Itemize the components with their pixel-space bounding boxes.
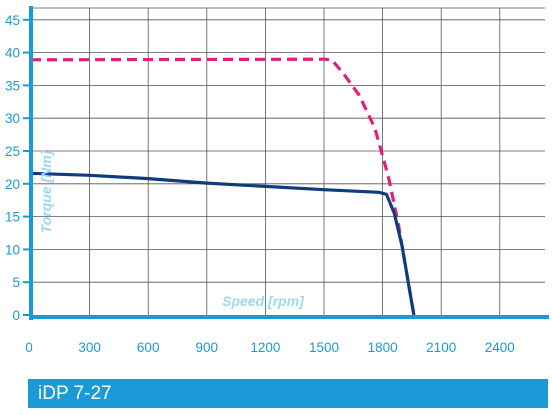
series-line-solid [30,171,416,316]
chart-tick-labels: 0 5 10 15 20 25 30 35 40 45 0 300 600 900 1200 1500 1800… [5,13,515,355]
x-tick-label: 0 [25,340,33,355]
x-tick-label: 2400 [485,340,515,355]
y-tick-label: 15 [5,210,20,225]
x-tick-label: 900 [196,340,219,355]
x-tick-label: 1800 [368,340,398,355]
y-tick-label: 10 [5,242,20,257]
x-tick-label: 300 [78,340,101,355]
x-axis-title: Speed [rpm] [222,293,305,309]
series-line-dashed [30,57,416,316]
x-tick-label: 2100 [426,340,456,355]
y-tick-label: 35 [5,78,20,93]
torque-speed-chart: 0 5 10 15 20 25 30 35 40 45 0 300 600 900 1200 1500 1800… [5,6,549,355]
model-label-bar: iDP 7-27 [28,379,548,408]
model-label: iDP 7-27 [38,383,112,404]
y-tick-label: 25 [5,144,20,159]
y-tick-label: 20 [5,177,20,192]
x-tick-label: 1200 [250,340,280,355]
x-tick-label: 600 [137,340,160,355]
y-axis-title: Torque [Nm] [38,149,54,233]
y-tick-label: 0 [12,308,20,323]
y-tick-label: 30 [5,111,20,126]
y-tick-label: 40 [5,46,20,61]
y-tick-label: 5 [12,275,20,290]
chart-axes [23,6,549,320]
chart-series-group [30,57,416,316]
x-tick-label: 1500 [309,340,339,355]
chart-grid [31,7,545,315]
y-tick-label: 45 [5,13,20,28]
